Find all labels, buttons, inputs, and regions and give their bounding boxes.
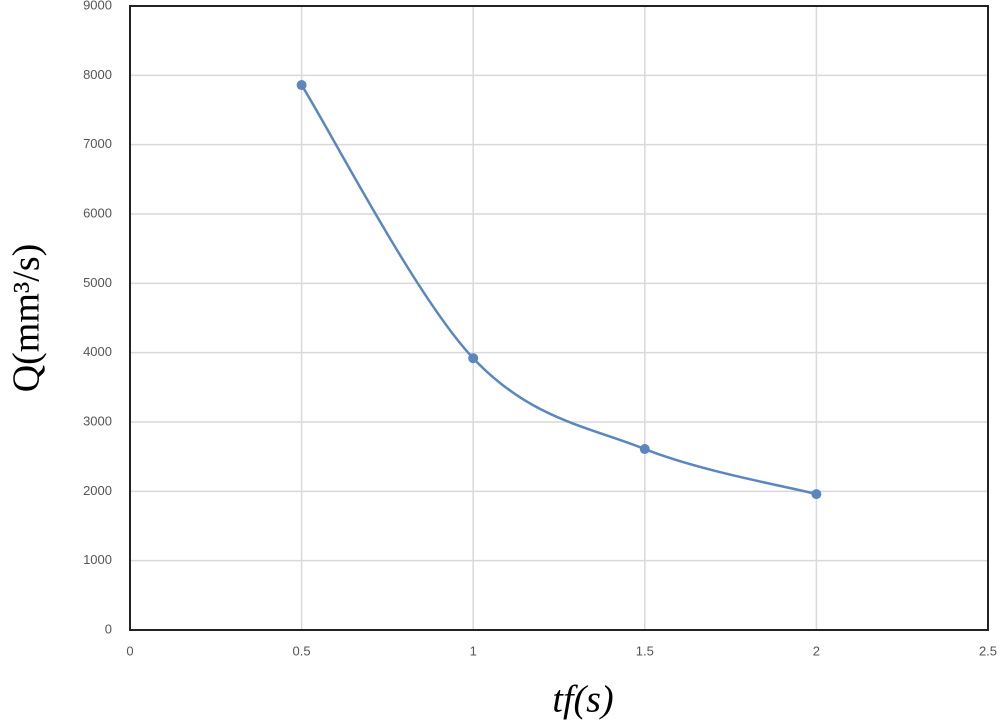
y-tick-label: 7000: [83, 136, 112, 151]
x-tick-label: 0: [126, 643, 133, 658]
x-tick-label: 2: [813, 643, 820, 658]
y-tick-label: 3000: [83, 413, 112, 428]
y-tick-label: 8000: [83, 67, 112, 82]
x-tick-label: 0.5: [293, 643, 311, 658]
plot-frame: [129, 5, 989, 631]
x-axis-title: tf(s): [552, 679, 613, 721]
data-line: [300, 84, 817, 496]
y-axis-title: Q(mm³/s): [6, 244, 48, 393]
x-tick-label: 2.5: [979, 643, 997, 658]
y-tick-label: 0: [105, 621, 112, 636]
x-tick-label: 1: [470, 643, 477, 658]
y-tick-label: 9000: [83, 0, 112, 12]
y-tick-label: 2000: [83, 483, 112, 498]
data-point: [468, 353, 479, 364]
y-tick-label: 4000: [83, 344, 112, 359]
data-point: [639, 444, 650, 455]
data-point: [296, 80, 307, 91]
y-tick-label: 1000: [83, 552, 112, 567]
y-tick-label: 5000: [83, 275, 112, 290]
y-tick-label: 6000: [83, 205, 112, 220]
x-tick-label: 1.5: [636, 643, 654, 658]
data-point: [811, 489, 822, 500]
